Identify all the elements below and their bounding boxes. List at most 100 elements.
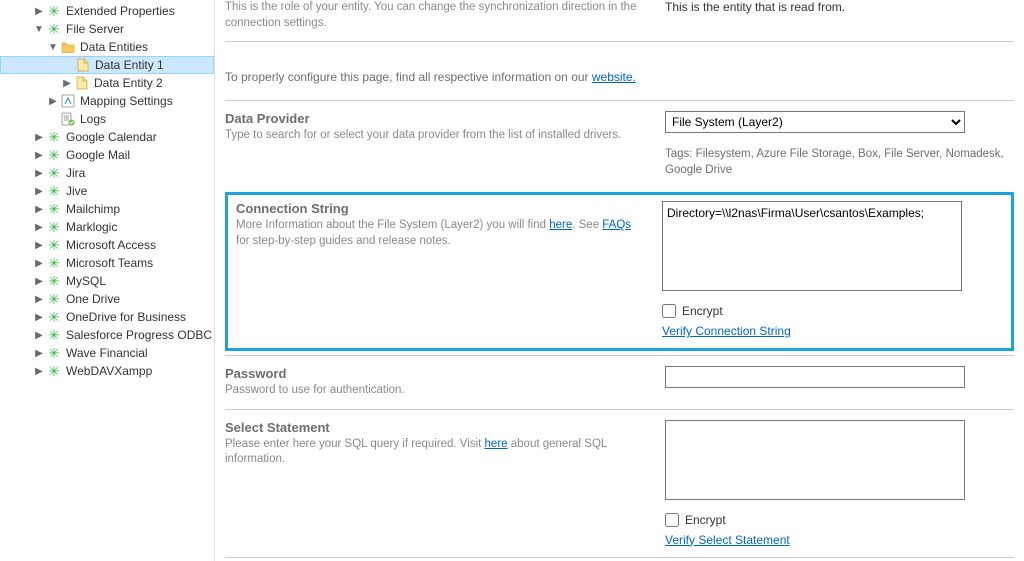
select-statement-title: Select Statement [225,420,645,435]
tree-item[interactable]: ▶✳ Jira [0,164,214,182]
tree-item[interactable]: ▶✳ Jive [0,182,214,200]
map-icon [61,94,75,108]
chevron-down-icon[interactable]: ▼ [46,42,60,53]
tree-item[interactable]: ▶✳ Microsoft Teams [0,254,214,272]
chevron-right-icon[interactable]: ▶ [60,78,74,89]
main-content: This is the role of your entity. You can… [215,0,1024,561]
data-provider-select[interactable]: File System (Layer2) [665,111,965,133]
chevron-right-icon[interactable]: ▶ [32,186,46,197]
log-icon [61,112,75,126]
puzzle-icon: ✳ [48,364,60,378]
tree-item-label: MySQL [66,274,112,288]
tree-item-label: Mapping Settings [80,94,179,108]
select-statement-input[interactable] [665,420,965,500]
chevron-right-icon[interactable]: ▶ [32,168,46,179]
file-icon [76,76,88,90]
tree-item[interactable]: ▶✳ Microsoft Access [0,236,214,254]
tree-item[interactable]: ▶ Mapping Settings [0,92,214,110]
chevron-right-icon[interactable]: ▶ [32,312,46,323]
chevron-right-icon[interactable]: ▶ [32,330,46,341]
puzzle-icon: ✳ [48,310,60,324]
chevron-right-icon[interactable]: ▶ [32,6,46,17]
conn-here-link[interactable]: here [549,219,572,231]
chevron-right-icon[interactable]: ▶ [32,240,46,251]
chevron-down-icon[interactable]: ▼ [32,24,46,35]
intro-text-before: To properly configure this page, find al… [225,70,592,84]
conn-encrypt-label: Encrypt [682,304,723,318]
connection-string-desc: More Information about the File System (… [236,218,642,249]
sel-desc-before: Please enter here your SQL query if requ… [225,438,485,450]
chevron-right-icon[interactable]: ▶ [32,204,46,215]
tree-item[interactable]: ▼Data Entities [0,38,214,56]
sel-encrypt-checkbox[interactable] [665,513,679,527]
tree-item[interactable]: ▶Data Entity 2 [0,74,214,92]
chevron-right-icon[interactable]: ▶ [32,294,46,305]
verify-connection-link[interactable]: Verify Connection String [662,324,791,338]
tree-item[interactable]: ▶✳Mailchimp [0,200,214,218]
puzzle-icon: ✳ [48,292,60,306]
tree-item-label: Mailchimp [66,202,126,216]
connection-string-input[interactable] [662,201,962,291]
chevron-right-icon[interactable]: ▶ [32,132,46,143]
verify-select-link[interactable]: Verify Select Statement [665,533,790,547]
chevron-right-icon[interactable]: ▶ [32,348,46,359]
chevron-right-icon[interactable]: ▶ [32,276,46,287]
tree-item-label: Google Mail [66,148,136,162]
tree-item-label: Jive [66,184,93,198]
tree-item-label: Data Entity 1 [95,58,170,72]
tree-item[interactable]: ▶✳ Google Mail [0,146,214,164]
chevron-right-icon[interactable]: ▶ [46,96,60,107]
tree-item-label: File Server [66,22,130,36]
tree-item-label: Microsoft Teams [66,256,159,270]
tree-item[interactable]: ▶✳Marklogic [0,218,214,236]
chevron-right-icon[interactable]: ▶ [32,258,46,269]
puzzle-icon: ✳ [48,184,60,198]
tree-item[interactable]: ▶✳MySQL [0,272,214,290]
tree-item[interactable]: ▶✳Google Calendar [0,128,214,146]
sel-encrypt-label: Encrypt [685,513,726,527]
tree-item[interactable]: ▶✳ WebDAVXampp [0,362,214,380]
password-input[interactable] [665,366,965,388]
conn-faqs-link[interactable]: FAQs [602,219,631,231]
tree-item[interactable]: ▶✳Extended Properties [0,2,214,20]
puzzle-icon: ✳ [48,166,60,180]
tree-item-label: Microsoft Access [66,238,162,252]
sel-here-link[interactable]: here [485,438,508,450]
conn-desc-mid: . See [572,219,602,231]
chevron-right-icon[interactable]: ▶ [32,222,46,233]
connection-string-title: Connection String [236,201,642,216]
tree-item[interactable]: ▼✳ File Server [0,20,214,38]
tree-item-label: Salesforce Progress ODBC [66,328,215,342]
conn-desc-after: for step-by-step guides and release note… [236,235,451,247]
tree-item-label: Jira [66,166,91,180]
chevron-right-icon[interactable]: ▶ [32,366,46,377]
tree-item-label: Logs [80,112,112,126]
data-provider-title: Data Provider [225,111,645,126]
tree-item[interactable]: ·Data Entity 1 [0,56,214,74]
entity-type-right: This is the entity that is read from. [665,0,1014,14]
chevron-right-icon[interactable]: ▶ [32,150,46,161]
puzzle-icon: ✳ [48,238,60,252]
website-link[interactable]: website. [592,70,636,84]
connection-string-highlight: Connection String More Information about… [225,192,1014,351]
data-provider-desc: Type to search for or select your data p… [225,128,645,144]
conn-desc-before: More Information about the File System (… [236,219,549,231]
intro-text: To properly configure this page, find al… [225,56,636,86]
password-title: Password [225,366,645,381]
conn-encrypt-checkbox[interactable] [662,304,676,318]
tree-item-label: Marklogic [66,220,123,234]
tree-item[interactable]: ·Logs [0,110,214,128]
puzzle-icon: ✳ [48,328,60,342]
puzzle-icon: ✳ [48,256,60,270]
tree-item[interactable]: ▶✳Wave Financial [0,344,214,362]
tree-item[interactable]: ▶✳ One Drive [0,290,214,308]
puzzle-icon: ✳ [48,148,60,162]
tree-item-label: One Drive [66,292,126,306]
tree-item-label: WebDAVXampp [66,364,158,378]
select-statement-desc: Please enter here your SQL query if requ… [225,437,645,468]
tree-item[interactable]: ▶✳ Salesforce Progress ODBC [0,326,214,344]
puzzle-icon: ✳ [48,346,60,360]
puzzle-icon: ✳ [48,22,60,36]
tree-item[interactable]: ▶✳OneDrive for Business [0,308,214,326]
folder-icon [61,41,75,53]
